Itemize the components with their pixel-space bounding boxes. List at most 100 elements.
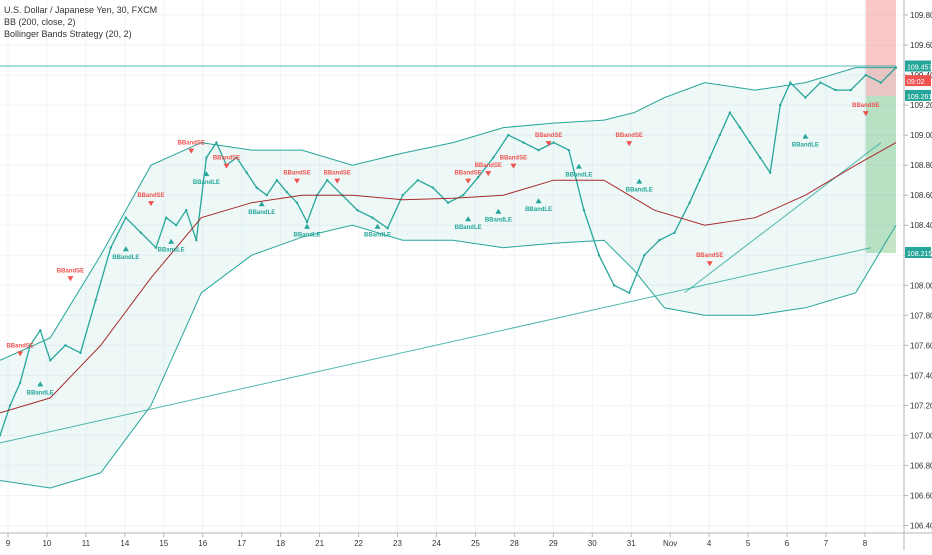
buy-signal: BBandLE: [294, 223, 321, 239]
signal-label: BBandSE: [454, 171, 481, 177]
price-label: 108.215: [905, 246, 932, 258]
signal-label: BBandLE: [248, 210, 275, 216]
bb-upper-line: [0, 67, 896, 361]
down-arrow-icon: [862, 111, 869, 117]
x-tick-label: 5: [746, 539, 751, 548]
x-tick-label: 25: [471, 539, 480, 548]
sell-signal: BBandSE: [6, 343, 34, 357]
close-point: [834, 88, 837, 92]
down-arrow-icon: [334, 178, 341, 184]
close-point: [492, 156, 495, 159]
signal-label: BBandSE: [500, 156, 527, 162]
buy-signal: BBandLE: [112, 246, 139, 261]
close-point: [446, 201, 450, 204]
buy-signal: BBandLE: [455, 216, 482, 231]
y-tick-label: 109.000: [910, 131, 932, 140]
close-point: [245, 171, 248, 174]
signal-label: BBandSE: [213, 156, 240, 162]
x-tick-label: 30: [588, 539, 597, 548]
buy-signal: BBandLE: [27, 381, 54, 396]
x-tick-label: 15: [159, 539, 168, 548]
signal-label: BBandSE: [616, 133, 643, 139]
trendline: [684, 142, 882, 294]
down-arrow-icon: [545, 141, 552, 147]
x-tick-label: 6: [785, 539, 790, 548]
signal-label: BBandLE: [525, 207, 552, 213]
up-arrow-icon: [535, 198, 542, 204]
close-point: [0, 434, 2, 437]
price-labels: 109.457 09:02 109.261 108.215: [905, 60, 932, 258]
down-arrow-icon: [626, 141, 633, 147]
signal-label: BBandLE: [158, 248, 185, 254]
close-point: [864, 73, 867, 77]
close-point: [255, 186, 258, 189]
sell-signal: BBandSE: [213, 156, 240, 169]
signal-label: BBandSE: [178, 141, 205, 147]
price-label-box: [905, 60, 931, 72]
down-arrow-icon: [706, 261, 713, 267]
x-tick-label: 8: [863, 539, 868, 548]
close-point: [522, 141, 525, 144]
y-tick-label: 107.000: [910, 431, 932, 440]
close-point: [758, 156, 762, 159]
down-arrow-icon: [485, 171, 492, 177]
y-tick-label: 107.400: [910, 371, 932, 380]
price-label: 09:02: [905, 75, 931, 87]
x-tick-label: 24: [432, 539, 441, 548]
signal-label: BBandLE: [565, 173, 592, 179]
close-point: [718, 133, 722, 137]
price-label-text: 108.215: [907, 251, 932, 258]
signal-label: BBandLE: [27, 390, 54, 396]
buy-signal: BBandLE: [364, 223, 391, 239]
close-point: [431, 186, 435, 189]
x-tick-label: 22: [354, 539, 363, 548]
close-point: [39, 329, 42, 332]
price-label: 109.261: [905, 89, 932, 101]
y-tick-label: 108.400: [910, 221, 932, 230]
close-point: [275, 178, 279, 182]
close-point: [154, 246, 158, 249]
close-point: [185, 208, 188, 212]
signal-label: BBandSE: [57, 268, 84, 274]
close-point: [325, 178, 329, 182]
down-arrow-icon: [510, 163, 517, 169]
up-arrow-icon: [168, 238, 175, 244]
time-axis[interactable]: 9 10 11 14 15 16 17 18 21 22 23 24 25 28 29 30 31 Nov 4 5 6 7…: [0, 532, 932, 548]
x-tick-label: 7: [824, 539, 829, 548]
bb-basis-200-line: [0, 142, 897, 414]
close-point: [673, 231, 676, 234]
signal-label: BBandSE: [6, 343, 33, 349]
band-area: [0, 67, 896, 488]
down-arrow-icon: [223, 163, 230, 169]
buy-signal: BBandLE: [193, 171, 220, 186]
signal-label: BBandSE: [324, 171, 351, 177]
up-arrow-icon: [374, 223, 381, 229]
strategy-signals: BBandSE BBandLE BBandSE BBandLE BBandSE BBand…: [6, 103, 879, 396]
signal-label: BBandLE: [626, 188, 653, 194]
close-point: [386, 227, 389, 230]
close-point: [628, 291, 631, 294]
signal-label: BBandLE: [455, 225, 482, 231]
y-tick-label: 109.800: [910, 11, 932, 20]
symbol-title[interactable]: U.S. Dollar / Japanese Yen, 30, FXCM: [4, 5, 158, 15]
close-point: [537, 148, 540, 152]
y-tick-label: 106.800: [910, 461, 932, 470]
down-arrow-icon: [293, 178, 300, 184]
y-tick-label: 106.400: [910, 521, 932, 530]
x-tick-label: 18: [276, 539, 285, 548]
signal-label: BBandSE: [696, 253, 723, 259]
bb-indicator-label[interactable]: BB (200, close, 2): [4, 17, 76, 27]
sell-signal: BBandSE: [500, 156, 527, 169]
close-point: [612, 284, 616, 287]
close-point: [552, 141, 555, 144]
price-label-box: [905, 75, 931, 87]
up-arrow-icon: [122, 246, 129, 252]
sell-signal: BBandSE: [178, 141, 205, 154]
up-arrow-icon: [304, 223, 311, 229]
strategy-label[interactable]: Bollinger Bands Strategy (20, 2): [4, 29, 132, 39]
close-point: [64, 344, 67, 347]
x-tick-label: 28: [510, 539, 519, 548]
x-tick-label: 14: [120, 539, 129, 548]
